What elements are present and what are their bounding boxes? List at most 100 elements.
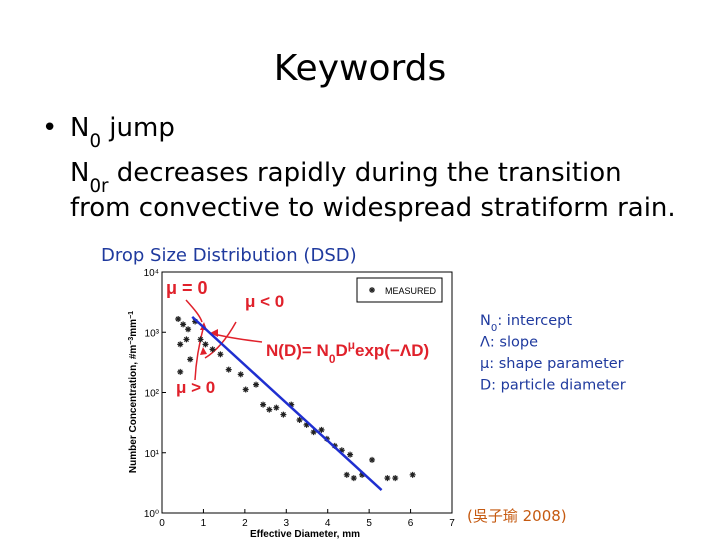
data-point [273, 404, 280, 411]
data-point [260, 401, 267, 408]
legend-marker [369, 287, 375, 293]
legend-box [356, 277, 443, 303]
y-tick-label: 10⁰ [144, 509, 159, 520]
y-tick-label: 10² [145, 389, 160, 400]
text-run: N [480, 313, 491, 329]
data-point [180, 321, 187, 328]
data-point [185, 326, 192, 333]
x-tick-label: 6 [408, 518, 414, 529]
definition: N0: intercept [480, 313, 572, 334]
text-run: N [70, 158, 89, 188]
data-point [409, 471, 416, 478]
definition: D: particle diameter [480, 378, 626, 394]
data-point [237, 371, 244, 378]
text-run: from convective to widespread stratiform… [70, 193, 676, 223]
text-run: Number Concentration, #m [128, 345, 139, 473]
data-point [318, 426, 325, 433]
data-point [338, 447, 345, 454]
bullet-line: N0r decreases rapidly during the transit… [70, 158, 622, 197]
text-run: μ < 0 [245, 292, 284, 311]
text-run: D: particle diameter [480, 378, 626, 394]
data-point [242, 386, 249, 393]
arrow-head [210, 329, 218, 337]
credit: (吳子瑜 2008) [467, 507, 567, 525]
annotation: μ = 0 [166, 278, 208, 298]
data-point [175, 315, 182, 322]
data-point [296, 416, 303, 423]
text-run: Λ: slope [480, 335, 538, 351]
caption: Drop Size Distribution (DSD) [101, 245, 357, 266]
x-tick-label: 7 [449, 518, 455, 529]
data-point [359, 471, 366, 478]
data-point [253, 381, 260, 388]
annotation: μ < 0 [245, 292, 284, 311]
data-point [177, 368, 184, 375]
figure: 0 1 2 3 4 5 6 7 10⁰ 10¹ 10² 10³ 10⁴ Effective Diamete… [120, 265, 458, 540]
supscript: −1 [128, 311, 135, 319]
annotation: μ > 0 [176, 378, 215, 397]
supscript: μ [348, 338, 355, 352]
text-run: D [335, 341, 347, 360]
x-axis-label: Effective Diameter, mm [250, 529, 360, 540]
subscript: 0 [329, 352, 336, 366]
data-point [225, 366, 232, 373]
x-tick-label: 3 [284, 518, 290, 529]
bullet-symbol: • [42, 113, 57, 143]
definition: μ: shape parameter [480, 356, 624, 372]
subscript: 0 [491, 323, 497, 334]
bullet-text: N0 jump [70, 113, 175, 152]
data-point [392, 475, 399, 482]
x-tick-label: 2 [242, 518, 248, 529]
x-tick-label: 0 [159, 518, 165, 529]
data-point [350, 475, 357, 482]
data-point [183, 336, 190, 343]
data-point [192, 318, 199, 325]
arrow [204, 321, 237, 359]
data-point [197, 336, 204, 343]
data-point [217, 351, 224, 358]
supscript: −3 [128, 337, 135, 345]
arrow-head [200, 347, 207, 355]
data-point [177, 341, 184, 348]
y-tick-label: 10³ [145, 328, 160, 339]
text-run: jump [101, 113, 175, 143]
data-point [266, 406, 273, 413]
legend-label: MEASURED [385, 286, 437, 296]
text-run: N [70, 113, 89, 143]
text-run: mm [128, 319, 139, 337]
x-tick-label: 4 [325, 518, 331, 529]
annotation: N(D)= N0Dμexp(−ΛD) [266, 338, 429, 366]
x-tick-label: 5 [366, 518, 372, 529]
data-point [369, 456, 376, 463]
slide-title: Keywords [274, 48, 447, 89]
data-point [280, 411, 287, 418]
arrow [185, 299, 203, 323]
data-point [303, 421, 310, 428]
definition: Λ: slope [480, 335, 538, 351]
text-run: decreases rapidly during the transition [109, 158, 622, 188]
text-run: μ > 0 [176, 378, 215, 397]
bullet-line: from convective to widespread stratiform… [70, 193, 676, 223]
data-point [187, 356, 194, 363]
text-run: μ = 0 [166, 278, 208, 298]
subscript: 0r [89, 176, 109, 197]
data-point [384, 475, 391, 482]
data-point [288, 401, 295, 408]
data-point [310, 429, 317, 436]
subscript: 0 [89, 131, 101, 152]
text-run: μ: shape parameter [480, 356, 624, 372]
data-point [209, 346, 216, 353]
x-tick-label: 1 [201, 518, 207, 529]
y-tick-label: 10¹ [145, 449, 160, 460]
y-axis-label: Number Concentration, #m−3mm−1 [128, 311, 140, 473]
fit-line [191, 315, 383, 492]
text-run: : intercept [497, 313, 572, 329]
data-point [347, 451, 354, 458]
data-point [202, 341, 209, 348]
text-run: N(D)= N [266, 341, 329, 360]
data-point [343, 471, 350, 478]
y-tick-label: 10⁴ [144, 268, 159, 279]
text-run: exp(−ΛD) [355, 341, 429, 360]
